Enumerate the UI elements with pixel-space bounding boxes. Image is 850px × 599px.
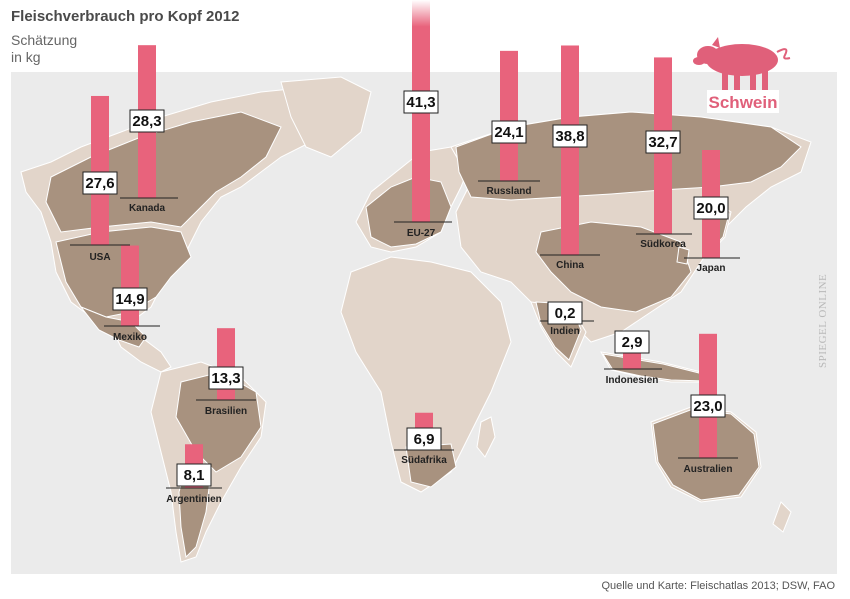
country-name-usa: USA	[89, 252, 110, 263]
value-box-china	[552, 124, 588, 148]
country-group-eu-27: 41,3 EU-27	[394, 0, 452, 239]
country-group-russland: 24,1 Russland	[478, 50, 540, 197]
value-label-brasilien: 13,3	[211, 370, 240, 387]
source-note: Quelle und Karte: Fleischatlas 2013; DSW…	[601, 580, 835, 592]
value-box-eu-27	[403, 90, 439, 114]
value-label-eu-27: 41,3	[406, 94, 435, 111]
country-group-mexiko: 14,9 Mexiko	[104, 245, 160, 343]
value-box-kanada	[129, 109, 165, 133]
value-label-australien: 23,0	[693, 398, 722, 415]
country-group-australien: 23,0 Australien	[678, 333, 738, 475]
country-name-argentinien: Argentinien	[166, 494, 222, 505]
value-label-mexiko: 14,9	[115, 291, 144, 308]
country-group-indien: 0,2 Indien	[540, 301, 594, 337]
legend-label: Schwein	[709, 93, 778, 112]
madagascar-shape	[476, 416, 496, 458]
mexico-shape	[79, 305, 147, 348]
suedafrika-shape	[405, 443, 457, 488]
value-label-suedkorea: 32,7	[648, 134, 677, 151]
bar-usa	[91, 95, 109, 246]
value-label-usa: 27,6	[85, 175, 114, 192]
value-label-china: 38,8	[555, 128, 584, 145]
suedkorea-shape	[676, 246, 690, 265]
value-box-japan	[693, 196, 729, 220]
bar-china	[561, 45, 579, 256]
value-box-australien	[690, 394, 726, 418]
value-box-mexiko	[112, 287, 148, 311]
country-group-argentinien: 8,1 Argentinien	[166, 444, 222, 505]
bar-mexiko	[121, 245, 139, 326]
country-name-brasilien: Brasilien	[205, 406, 247, 417]
country-group-usa: 27,6 USA	[70, 95, 130, 263]
value-label-kanada: 28,3	[132, 113, 161, 130]
country-name-kanada: Kanada	[129, 203, 166, 214]
chart-title: Fleischverbrauch pro Kopf 2012	[11, 8, 240, 25]
country-group-indonesien: 2,9 Indonesien	[604, 330, 662, 386]
country-group-china: 38,8 China	[540, 45, 600, 271]
pig-icon	[693, 37, 791, 90]
bar-russland	[500, 50, 518, 181]
country-group-kanada: 28,3 Kanada	[120, 45, 178, 214]
country-group-japan: 20,0 Japan	[684, 150, 740, 274]
value-box-argentinien	[176, 463, 212, 487]
country-name-indonesien: Indonesien	[606, 375, 659, 386]
value-box-suedkorea	[645, 130, 681, 154]
value-box-usa	[82, 171, 118, 195]
legend: Schwein	[693, 37, 791, 113]
new-zealand-shape	[772, 501, 792, 533]
country-name-japan: Japan	[697, 263, 726, 274]
country-group-suedafrika: 6,9 Südafrika	[394, 412, 454, 466]
country-group-brasilien: 13,3 Brasilien	[196, 328, 256, 417]
value-box-indonesien	[614, 330, 650, 354]
country-name-russland: Russland	[486, 186, 531, 197]
country-name-suedkorea: Südkorea	[640, 239, 686, 250]
country-name-suedafrika: Südafrika	[401, 455, 447, 466]
value-label-indien: 0,2	[555, 305, 576, 322]
value-label-russland: 24,1	[494, 124, 523, 141]
value-box-indien	[547, 301, 583, 325]
country-name-china: China	[556, 260, 584, 271]
country-name-australien: Australien	[684, 464, 733, 475]
value-label-japan: 20,0	[696, 200, 725, 217]
chart-subtitle: Schätzung in kg	[11, 32, 78, 65]
map-svg	[20, 76, 812, 563]
value-label-suedafrika: 6,9	[414, 431, 435, 448]
africa-shape	[340, 256, 512, 493]
value-box-brasilien	[208, 366, 244, 390]
country-name-indien: Indien	[550, 326, 579, 337]
greenland-shape	[280, 76, 372, 158]
legend-label-bg	[707, 90, 779, 113]
country-name-eu-27: EU-27	[407, 228, 436, 239]
country-name-mexiko: Mexiko	[113, 332, 147, 343]
value-label-indonesien: 2,9	[622, 334, 643, 351]
bar-indonesien	[623, 353, 641, 369]
value-box-russland	[491, 120, 527, 144]
country-group-suedkorea: 32,7 Südkorea	[636, 57, 692, 250]
bars-layer: 27,6 USA 28,3 Kanada 14,9 Mexiko 13,3 Brasilien…	[70, 0, 740, 505]
value-box-suedafrika	[406, 427, 442, 451]
watermark: SPIEGEL ONLINE	[817, 274, 829, 368]
value-label-argentinien: 8,1	[184, 467, 205, 484]
